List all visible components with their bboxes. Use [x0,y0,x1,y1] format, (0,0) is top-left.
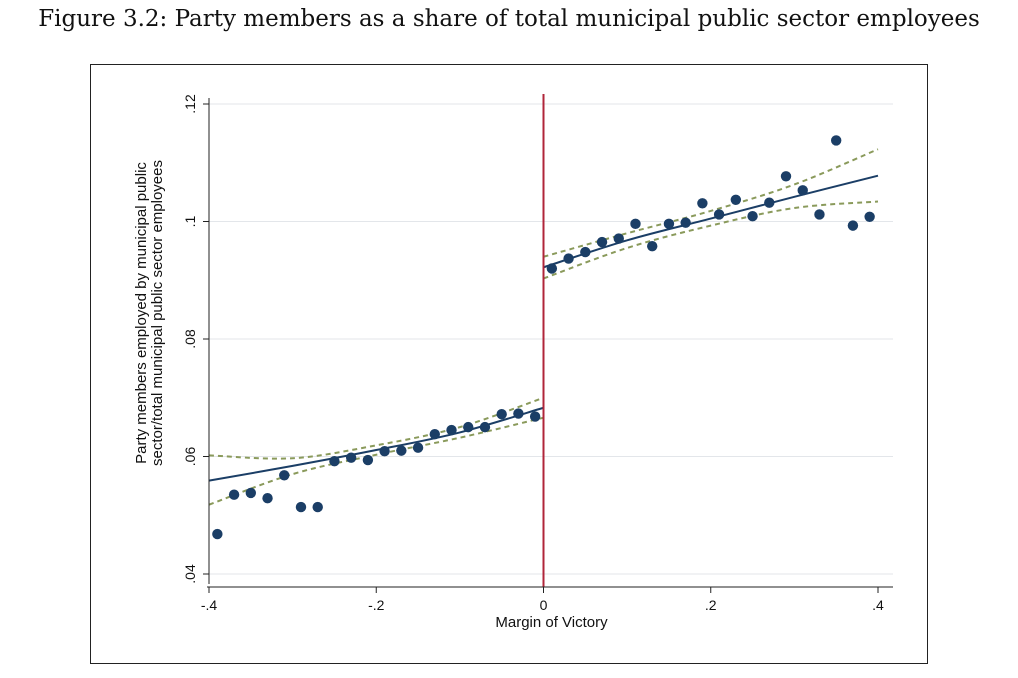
x-tick-label: .4 [872,597,884,613]
data-point [312,501,323,513]
data-point [295,501,307,513]
data-point [513,408,524,419]
data-point [262,493,273,504]
data-point [596,236,608,248]
data-point [697,198,708,209]
data-point [546,263,558,274]
y-tick-label: .06 [182,447,198,467]
data-point [747,211,758,222]
data-point [563,253,574,264]
grid-lines [209,103,893,575]
data-point [463,421,474,433]
data-point [412,442,424,453]
data-point [580,246,591,258]
data-point [797,185,808,196]
data-point [212,528,223,540]
data-point [864,211,875,222]
data-point [730,194,742,205]
data-point [446,424,457,436]
ci-right-upper-line [543,148,879,258]
ci-right-lower-line [543,200,879,280]
y-tick-label: .08 [182,329,198,349]
x-axis-title: Margin of Victory [495,614,608,631]
data-point [379,446,390,457]
y-axis-title-line-1: Party members employed by municipal publ… [133,162,150,464]
data-point [396,445,407,456]
x-tick-label: 0 [540,597,548,613]
y-tick-label: .04 [182,564,198,584]
fit-line-right [543,174,879,269]
data-point [764,197,775,208]
fit-line-left [208,406,544,482]
data-point [496,409,507,420]
data-point [680,217,691,228]
y-axis-title-line-2: sector/total municipal public sector emp… [149,160,166,466]
y-tick-label: .1 [182,215,198,227]
data-point [329,456,340,467]
ci-left-upper-line [208,396,544,460]
data-point [228,489,240,500]
figure-caption: Figure 3.2: Party members as a share of … [38,6,980,32]
data-point [279,470,290,481]
data-points [212,135,875,540]
data-point [780,171,792,182]
data-point [245,487,257,499]
chart-frame: .04 .06 .08 .1 .12 -.4 -.2 0 .2 .4 Margin of Vict… [90,64,928,664]
x-tick-label: .2 [705,597,717,613]
data-point [362,454,374,466]
data-point [429,428,440,440]
y-tick-label: .12 [182,94,198,114]
scatter-chart: .04 .06 .08 .1 .12 -.4 -.2 0 .2 .4 Margin of Vict… [133,94,893,631]
data-point [479,421,491,433]
data-point [345,452,357,463]
data-point [847,220,859,231]
data-point [647,240,658,252]
ci-left-lower-line [208,416,544,506]
x-tick-label: -.2 [368,597,385,613]
data-point [613,233,624,244]
data-point [814,209,825,220]
data-point [830,135,842,146]
data-point [713,209,725,220]
data-point [630,218,641,230]
x-tick-label: -.4 [201,597,218,613]
data-point [529,411,541,422]
axes: .04 .06 .08 .1 .12 -.4 -.2 0 .2 .4 [182,94,893,613]
data-point [663,218,675,230]
